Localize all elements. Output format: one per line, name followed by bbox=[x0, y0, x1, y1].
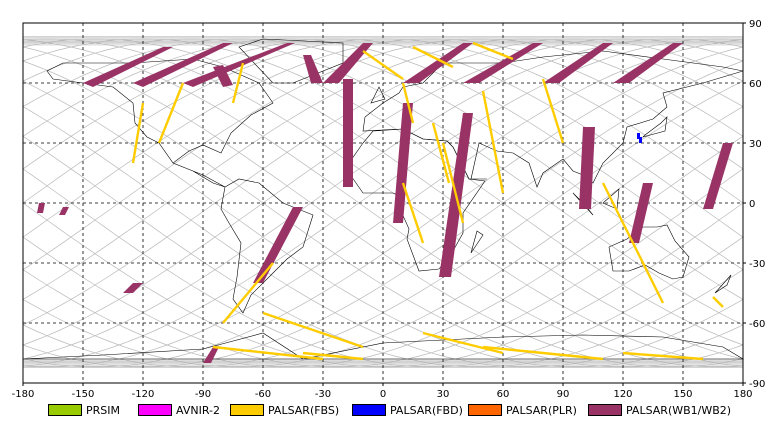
wb-swath bbox=[403, 43, 473, 83]
legend-label: PALSAR(FBS) bbox=[268, 403, 340, 417]
y-tick-label: -90 bbox=[749, 379, 765, 390]
x-tick-label: -30 bbox=[315, 389, 331, 400]
fbs-track bbox=[302, 351, 364, 361]
coastline-island bbox=[602, 188, 620, 210]
y-tick-label: 90 bbox=[749, 19, 762, 30]
y-tick-label: 0 bbox=[749, 199, 755, 210]
legend-label: PRSIM bbox=[86, 403, 120, 417]
x-tick-label: 150 bbox=[673, 389, 692, 400]
x-tick-label: -90 bbox=[195, 389, 211, 400]
fbs-track bbox=[622, 351, 704, 361]
coastline-island bbox=[370, 86, 386, 104]
legend-item-palsar-fbs: PALSAR(FBS) bbox=[230, 402, 339, 418]
coastline bbox=[220, 178, 314, 314]
fbs-track bbox=[131, 102, 145, 164]
fbs-track bbox=[222, 262, 274, 324]
fbs-track bbox=[441, 142, 465, 224]
wb-swath bbox=[629, 183, 653, 243]
wb-swath bbox=[83, 47, 173, 87]
wb-swath bbox=[393, 103, 413, 223]
fbs-track bbox=[482, 345, 604, 361]
x-tick-label: 180 bbox=[733, 389, 752, 400]
wb-swath bbox=[703, 143, 733, 209]
fbs-track bbox=[362, 50, 404, 80]
wb-swath bbox=[133, 43, 233, 87]
x-tick-label: -60 bbox=[255, 389, 271, 400]
coastline bbox=[238, 38, 344, 84]
legend-swatch bbox=[48, 404, 82, 416]
x-tick-label: 30 bbox=[437, 389, 450, 400]
fbd-mark bbox=[639, 137, 642, 143]
wb-swath bbox=[213, 65, 233, 87]
fbs-track bbox=[422, 331, 504, 355]
y-tick-label: -60 bbox=[749, 319, 765, 330]
coastline bbox=[46, 58, 274, 188]
legend-label: PALSAR(PLR) bbox=[506, 403, 577, 417]
legend-item-avnir2: AVNIR-2 bbox=[138, 402, 220, 418]
coastline bbox=[22, 332, 745, 360]
coastline-island bbox=[714, 274, 732, 294]
coverage-swaths bbox=[37, 41, 733, 363]
fbs-track bbox=[412, 45, 454, 69]
wb-swath bbox=[543, 43, 613, 83]
fbs-track bbox=[212, 345, 324, 361]
x-tick-label: -180 bbox=[12, 389, 35, 400]
legend-swatch bbox=[352, 404, 386, 416]
longitude-ticks: -180 -150 -120 -90 -60 -30 0 30 60 90 120 150 180 bbox=[12, 383, 753, 400]
fbs-track bbox=[401, 182, 425, 244]
legend-label: PALSAR(FBD) bbox=[390, 403, 463, 417]
x-tick-label: -150 bbox=[72, 389, 95, 400]
legend-label: PALSAR(WB1/WB2) bbox=[626, 403, 732, 417]
coastline bbox=[608, 224, 690, 280]
legend-item-palsar-fbd: PALSAR(FBD) bbox=[352, 402, 463, 418]
x-tick-label: 120 bbox=[613, 389, 632, 400]
legend-swatch bbox=[588, 404, 622, 416]
wb-swath bbox=[123, 283, 143, 293]
coastline-island bbox=[641, 116, 668, 138]
fbs-track bbox=[601, 182, 665, 304]
wb-swath bbox=[59, 207, 69, 215]
fbd-mark bbox=[637, 133, 640, 139]
wb-swath bbox=[183, 43, 295, 87]
x-tick-label: 60 bbox=[497, 389, 510, 400]
fbs-track bbox=[712, 296, 724, 308]
legend: PRSIM AVNIR-2 PALSAR(FBS) PALSAR(FBD) PA… bbox=[0, 402, 770, 420]
fbs-track bbox=[157, 82, 185, 144]
legend-item-prism: PRSIM bbox=[48, 402, 120, 418]
coastline-island bbox=[470, 230, 484, 254]
y-tick-label: 60 bbox=[749, 79, 762, 90]
y-tick-label: 30 bbox=[749, 139, 762, 150]
x-tick-label: -120 bbox=[132, 389, 155, 400]
fbs-track bbox=[231, 62, 245, 104]
y-tick-label: -30 bbox=[749, 259, 765, 270]
fbs-track bbox=[481, 90, 505, 194]
x-tick-label: 0 bbox=[380, 389, 386, 400]
legend-swatch bbox=[138, 404, 172, 416]
wb-swath bbox=[579, 127, 595, 209]
fbs-track bbox=[262, 311, 364, 349]
fbs-track bbox=[541, 78, 565, 144]
wb-swath bbox=[343, 79, 353, 187]
wb-swath bbox=[253, 207, 303, 283]
wb-swath bbox=[463, 43, 543, 83]
fbs-track bbox=[401, 82, 415, 124]
legend-item-palsar-plr: PALSAR(PLR) bbox=[468, 402, 577, 418]
x-tick-label: 90 bbox=[557, 389, 570, 400]
legend-swatch bbox=[468, 404, 502, 416]
legend-swatch bbox=[230, 404, 264, 416]
legend-item-palsar-wb: PALSAR(WB1/WB2) bbox=[588, 402, 731, 418]
wb-swath bbox=[303, 55, 323, 83]
wb-swath bbox=[37, 203, 45, 213]
coastline bbox=[362, 50, 744, 188]
fbs-track bbox=[472, 41, 514, 61]
wb-swath bbox=[323, 43, 373, 83]
wb-swath bbox=[203, 347, 219, 363]
latitude-ticks: 90 60 30 0 -30 -60 -90 bbox=[743, 19, 765, 390]
fbs-track bbox=[431, 122, 451, 184]
legend-label: AVNIR-2 bbox=[176, 403, 220, 417]
wb-swath bbox=[613, 43, 683, 83]
